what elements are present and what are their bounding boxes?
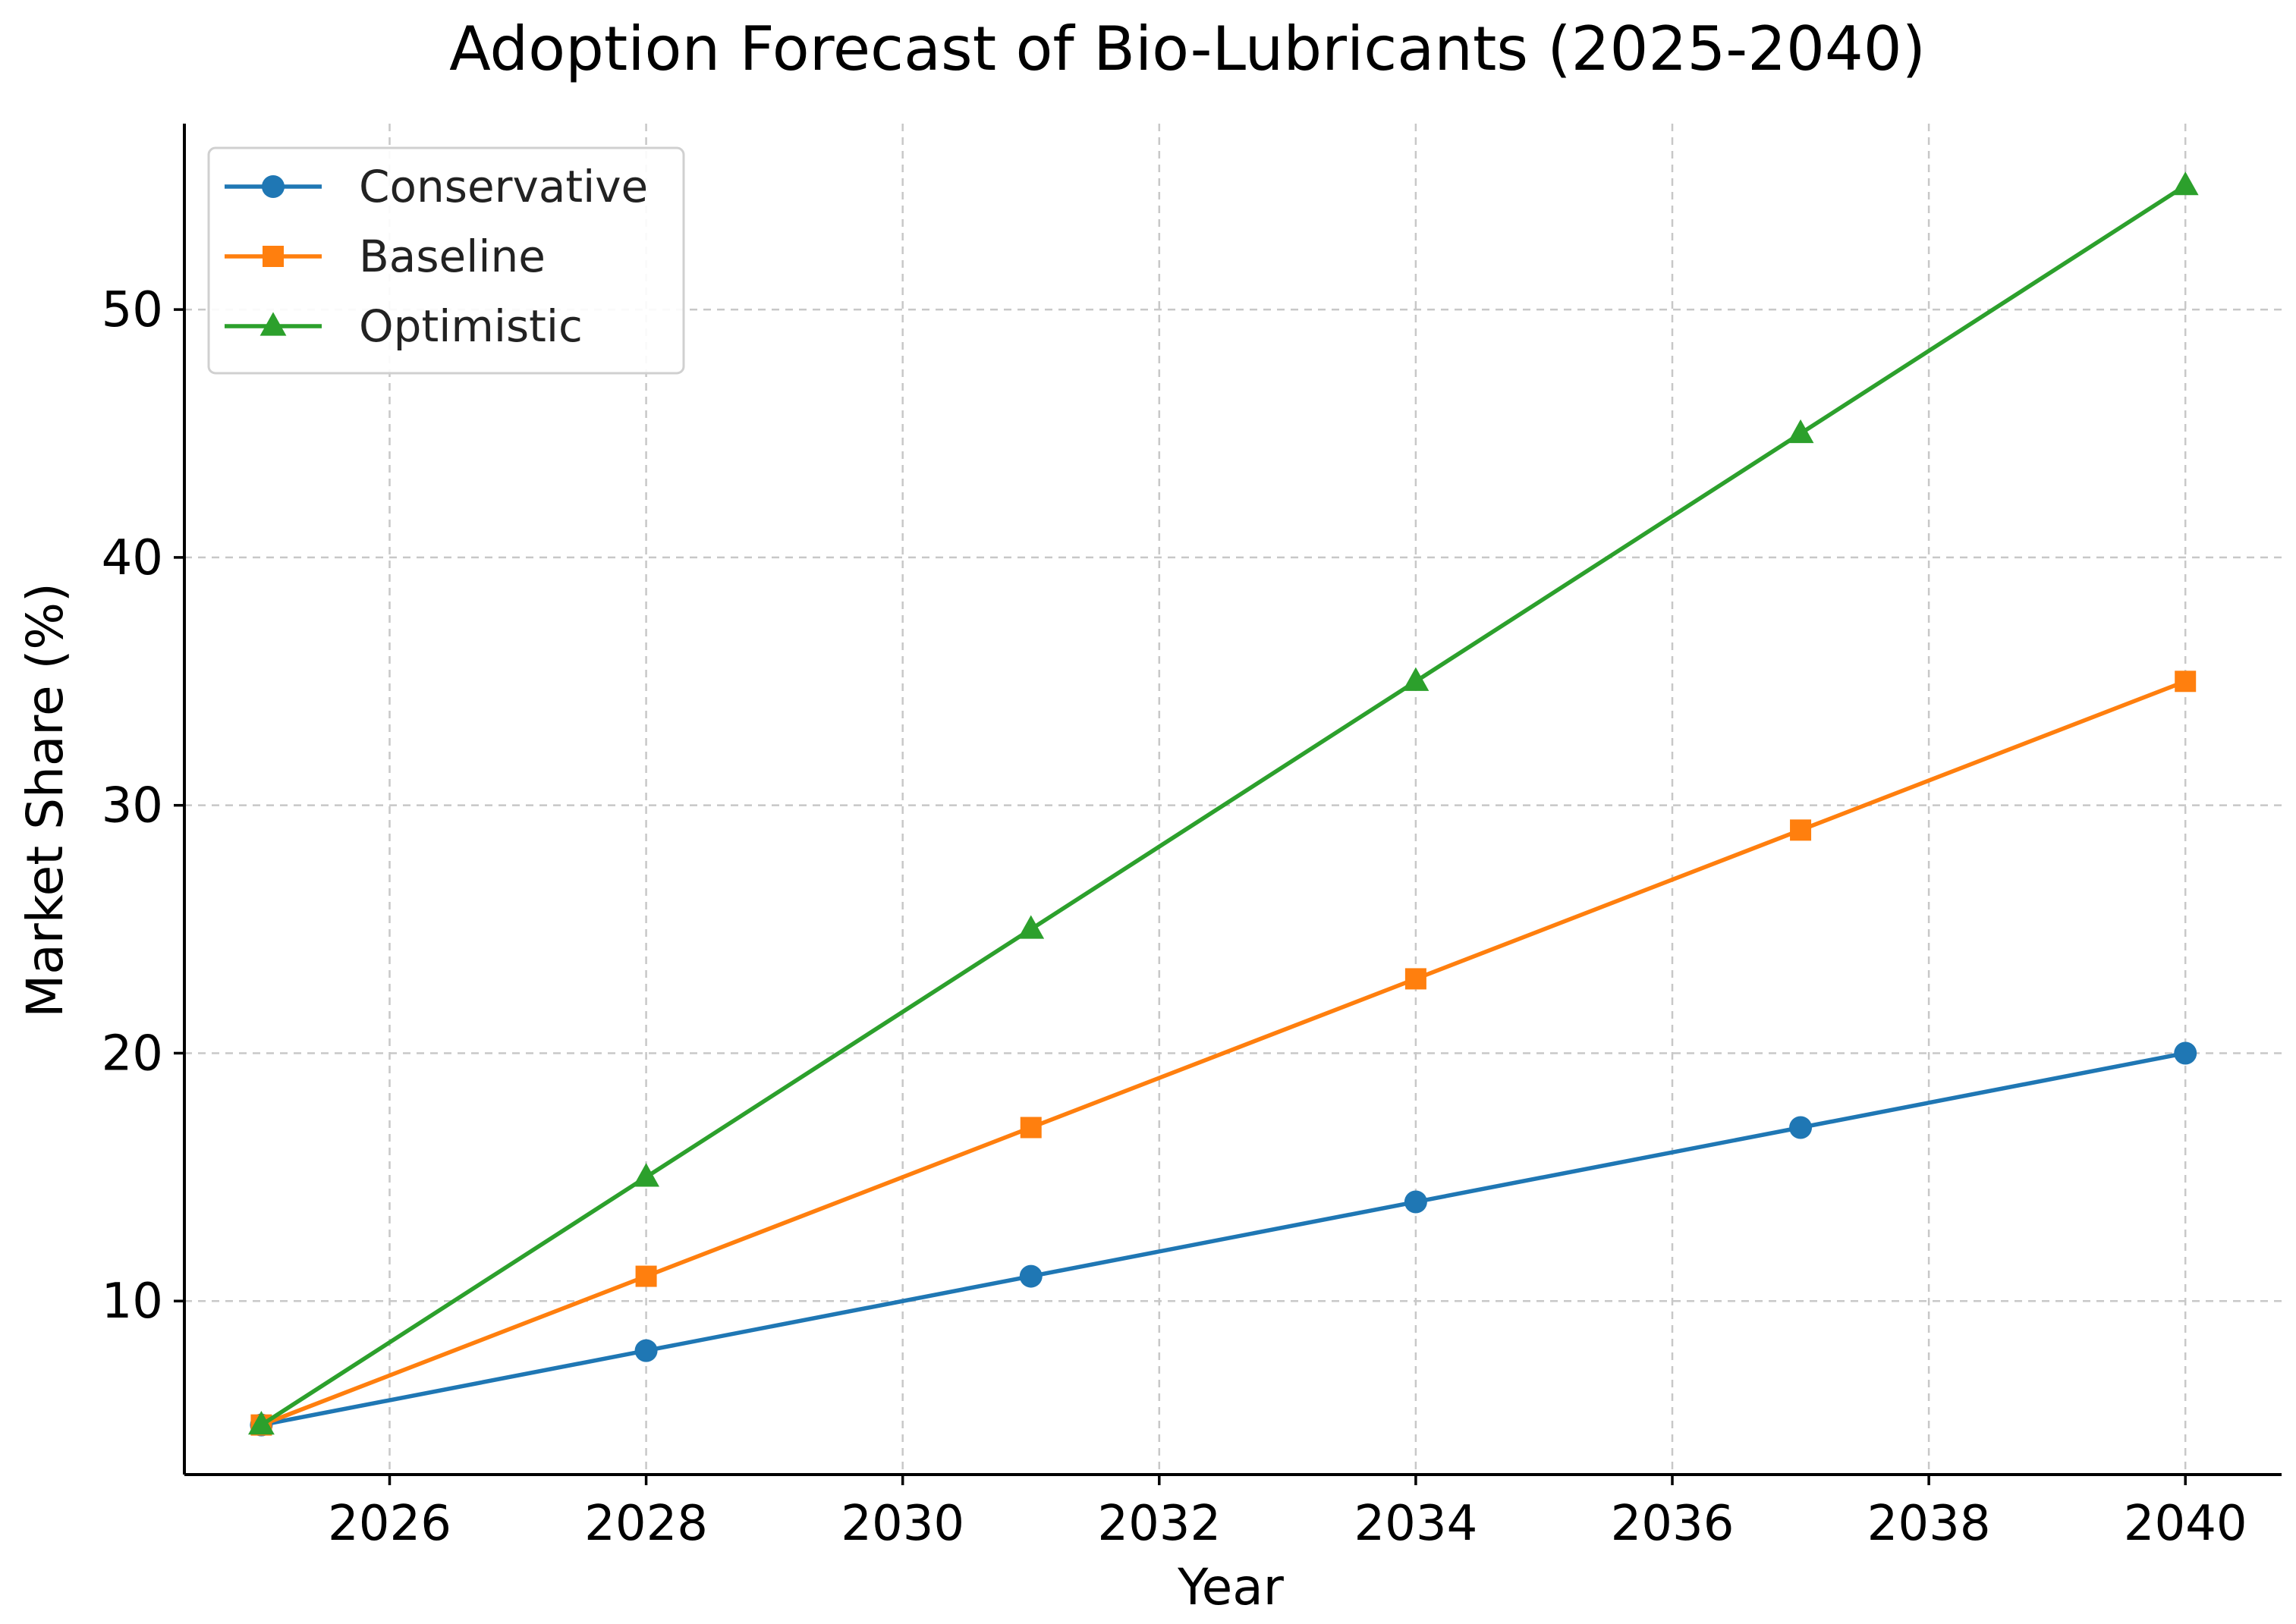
legend-items: Conservative Baseline Optimistic	[225, 161, 648, 352]
legend-item-conservative: Conservative	[225, 161, 648, 212]
y-tick-label: 20	[102, 1026, 163, 1082]
chart-title: Adoption Forecast of Bio-Lubricants (202…	[449, 14, 1926, 84]
x-tick-label: 2026	[328, 1496, 451, 1552]
data-point-baseline	[635, 1265, 657, 1287]
x-tick-label: 2040	[2124, 1496, 2247, 1552]
data-point-optimistic	[1787, 419, 1814, 444]
legend-label-baseline: Baseline	[359, 231, 546, 282]
legend-item-optimistic: Optimistic	[225, 300, 583, 352]
data-point-baseline	[2175, 671, 2197, 693]
series-optimistic	[248, 171, 2199, 1435]
series-layer	[248, 171, 2199, 1437]
data-point-optimistic	[1017, 915, 1045, 939]
data-point-conservative	[634, 1339, 658, 1362]
data-point-baseline	[1404, 968, 1426, 990]
data-point-conservative	[1019, 1264, 1043, 1288]
legend-box	[207, 146, 685, 375]
x-axis-label: Year	[1177, 1558, 1285, 1616]
legend-marker-optimistic	[259, 312, 287, 336]
data-point-optimistic	[633, 1163, 659, 1187]
data-point-optimistic	[248, 1411, 275, 1435]
x-tick-label: 2036	[1611, 1496, 1735, 1552]
series-conservative	[250, 1041, 2197, 1437]
legend: Conservative Baseline Optimistic	[207, 146, 685, 375]
data-point-optimistic	[1402, 667, 1429, 691]
series-line-optimistic	[259, 184, 2187, 1427]
legend-label-optimistic: Optimistic	[359, 300, 583, 352]
data-point-baseline	[1790, 819, 1812, 841]
series-line-conservative	[260, 1051, 2186, 1428]
ticks-layer: 2026 2028 2030 2032 2034 2036 2038 204010203040…	[102, 282, 2247, 1552]
series-line-baseline	[260, 679, 2187, 1428]
data-point-conservative	[2174, 1041, 2197, 1065]
legend-label-conservative: Conservative	[359, 161, 648, 212]
y-tick-label: 10	[102, 1274, 163, 1330]
data-point-conservative	[1789, 1116, 1813, 1139]
y-axis-label: Market Share (%)	[16, 583, 74, 1018]
data-point-baseline	[1020, 1117, 1042, 1139]
y-tick-label: 50	[102, 282, 163, 338]
x-tick-label: 2030	[841, 1496, 964, 1552]
x-tick-label: 2028	[584, 1496, 708, 1552]
y-tick-label: 40	[102, 530, 163, 586]
y-tick-label: 30	[102, 778, 163, 834]
legend-marker-conservative	[262, 175, 285, 198]
legend-item-baseline: Baseline	[225, 231, 546, 282]
x-tick-label: 2038	[1867, 1496, 1991, 1552]
x-tick-label: 2032	[1097, 1496, 1221, 1552]
data-point-conservative	[1404, 1190, 1427, 1214]
x-tick-label: 2034	[1354, 1496, 1477, 1552]
data-point-optimistic	[2172, 171, 2199, 196]
legend-marker-baseline	[263, 246, 284, 267]
axes-layer	[183, 124, 2282, 1476]
